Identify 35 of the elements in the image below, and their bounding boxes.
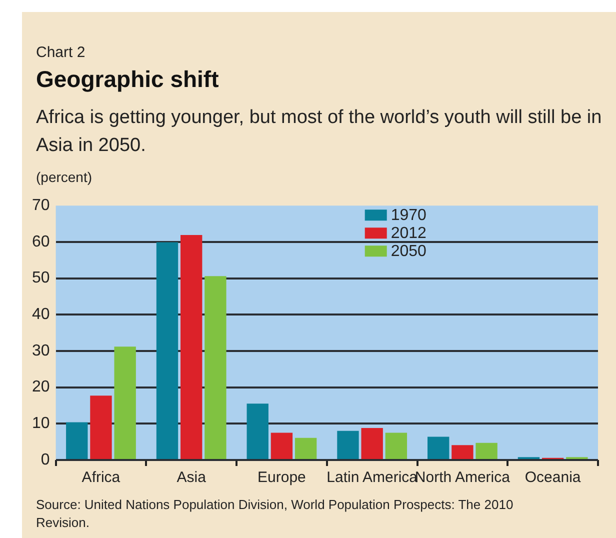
legend-label: 1970 — [390, 207, 427, 224]
bar — [337, 430, 359, 459]
chart-title: Geographic shift — [36, 66, 219, 93]
y-axis-title: (percent) — [36, 169, 92, 185]
caption: Chart 2 — [36, 44, 86, 61]
bar — [385, 432, 408, 459]
x-tick-label: Oceania — [524, 469, 582, 486]
bar — [246, 404, 268, 459]
y-tick-label: 0 — [40, 451, 50, 468]
source-note: Source: United Nations Population Division, World Population Prospects: The 2010 Revision. — [36, 496, 514, 532]
chart-subtitle: Africa is getting younger, but most of the world’s youth will still be in Asia in 2050. — [36, 106, 603, 158]
y-tick-label: 10 — [32, 415, 50, 432]
bar — [114, 346, 136, 459]
bar — [452, 445, 474, 459]
bar — [361, 428, 383, 459]
legend-label: 2050 — [390, 243, 427, 260]
bar — [90, 396, 112, 459]
bar — [204, 276, 226, 459]
y-tick-label: 60 — [32, 233, 50, 250]
x-tick-label: Europe — [258, 469, 306, 486]
y-tick-label: 20 — [32, 378, 50, 396]
bar — [476, 442, 498, 459]
x-tick-label: Asia — [176, 469, 207, 486]
bar — [156, 242, 178, 459]
bar — [428, 436, 450, 459]
y-tick-label: 30 — [32, 342, 50, 360]
y-tick-label: 40 — [32, 306, 50, 324]
bar — [270, 432, 293, 459]
bar — [180, 235, 202, 459]
legend-label: 2012 — [390, 225, 427, 242]
x-tick-label: Africa — [82, 469, 121, 486]
y-tick-label: 70 — [32, 197, 50, 214]
bar — [294, 438, 317, 459]
y-tick-label: 50 — [32, 270, 50, 287]
bar — [66, 422, 88, 459]
